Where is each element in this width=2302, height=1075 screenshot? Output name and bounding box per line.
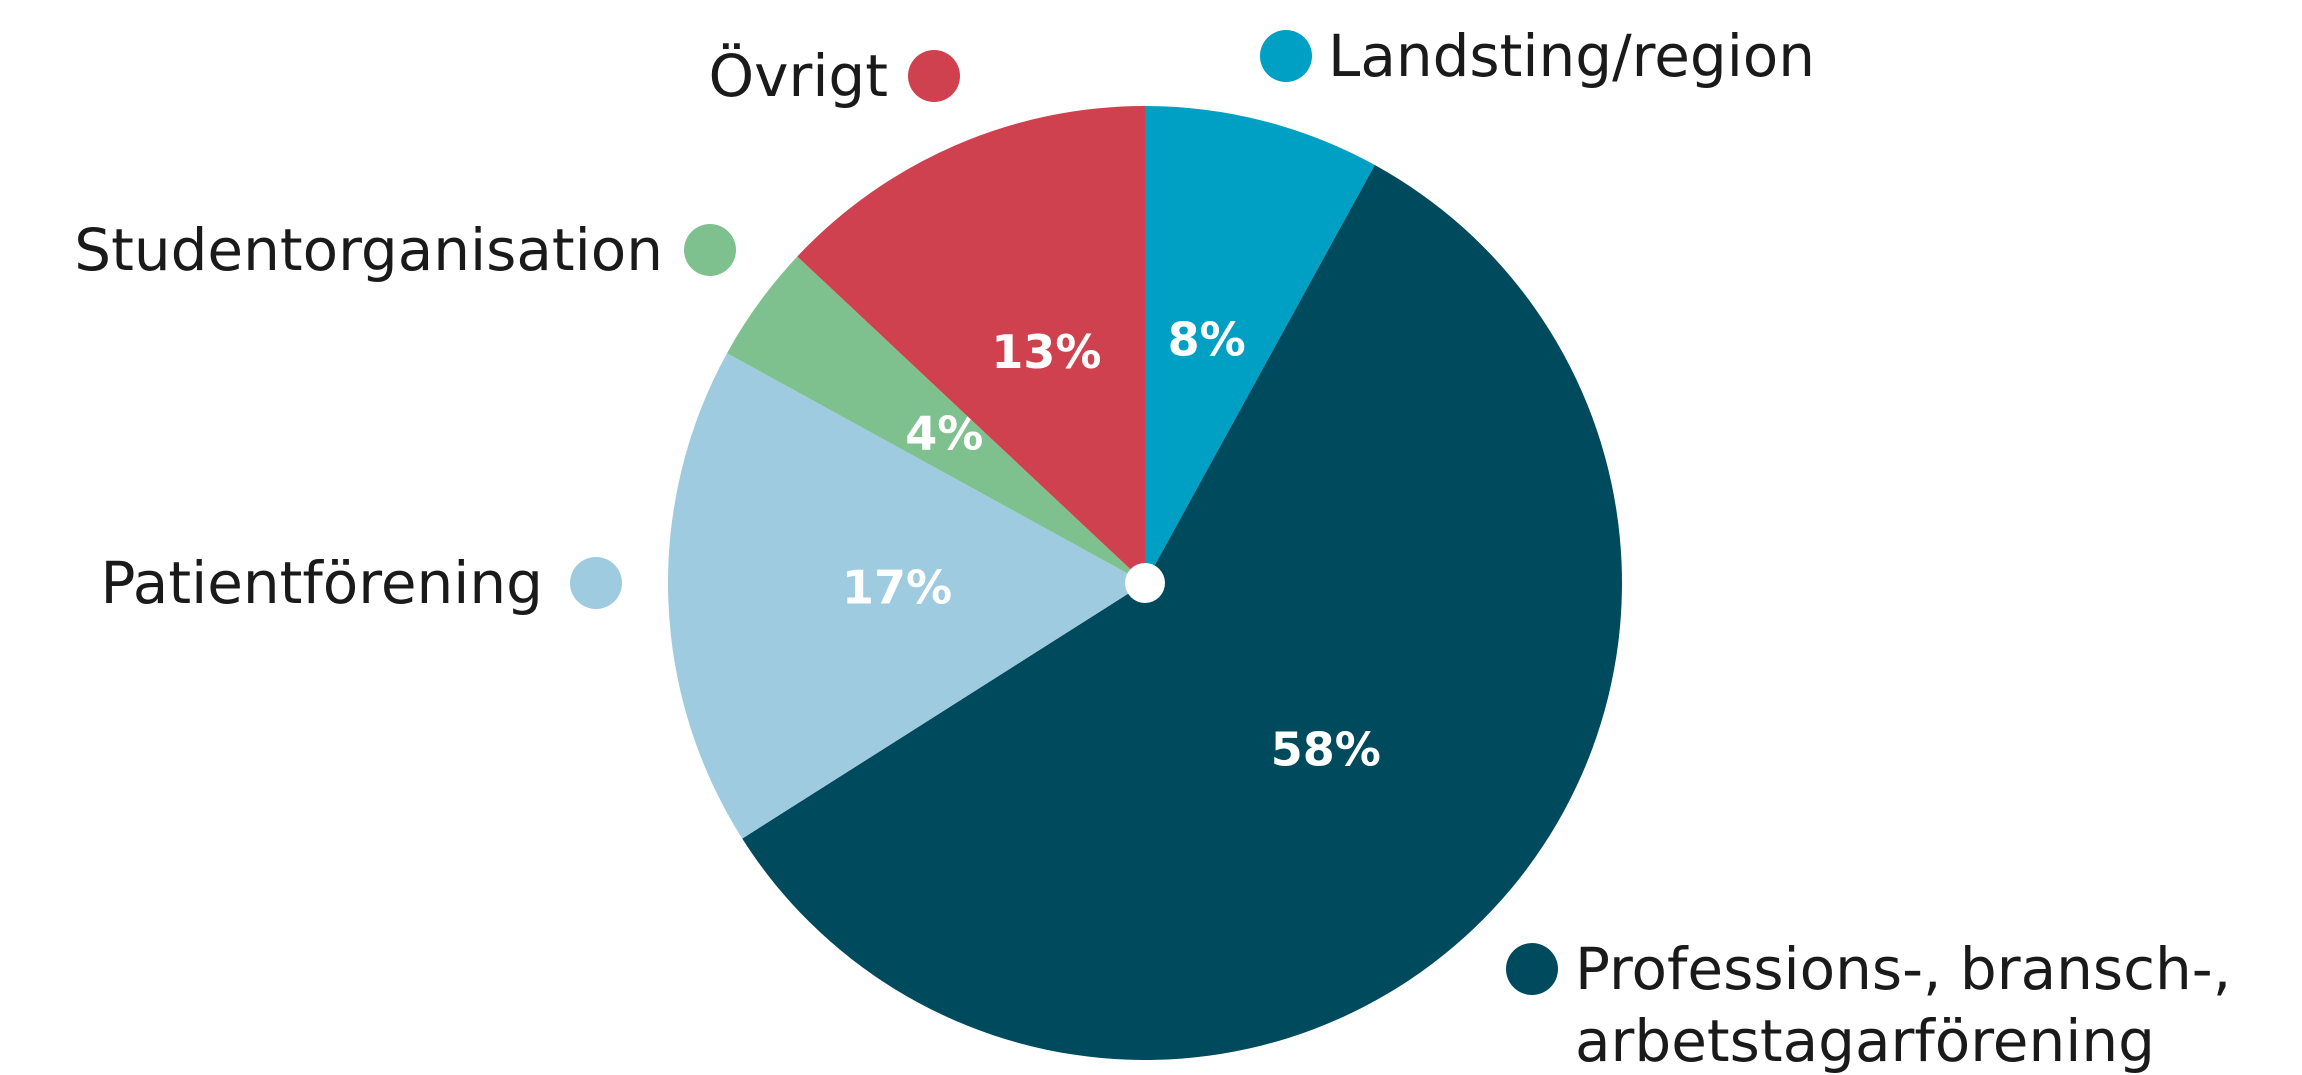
legend-label: Professions-, bransch-, arbetstagarfören… [1575,935,2232,1075]
value-label: 58% [1271,722,1381,776]
value-label: 13% [991,325,1101,379]
pie-slice [742,165,1622,1060]
value-label: 17% [842,560,952,614]
legend-dot [570,557,622,609]
center-hole [1125,563,1165,603]
pie-slice [668,353,1145,839]
pie-slice [727,256,1145,583]
legend-dot [684,224,736,276]
value-label: 8% [1168,312,1246,366]
legend-label: Patientförening [100,549,543,617]
legend-dot [1260,30,1312,82]
legend-label: Studentorganisation [74,216,663,284]
legend-dot [908,50,960,102]
pie-slice [1145,106,1375,583]
legend-dot [1506,943,1558,995]
pie-slice [797,106,1145,583]
legend-label: Övrigt [708,42,889,110]
legend-label: Landsting/region [1328,22,1816,90]
